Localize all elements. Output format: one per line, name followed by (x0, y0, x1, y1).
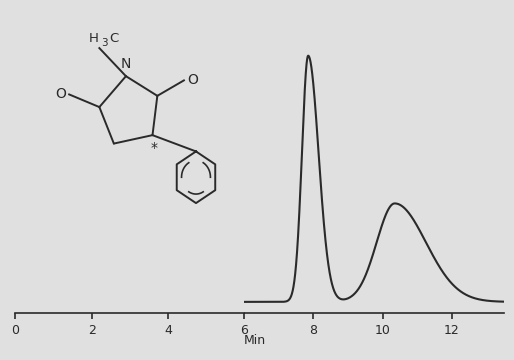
Text: Min: Min (244, 334, 266, 347)
Text: *: * (150, 141, 157, 155)
Text: 3: 3 (101, 37, 108, 48)
Text: O: O (56, 87, 66, 102)
Text: O: O (187, 73, 198, 87)
Text: H: H (88, 32, 98, 45)
Text: N: N (121, 57, 131, 71)
Text: C: C (109, 32, 119, 45)
